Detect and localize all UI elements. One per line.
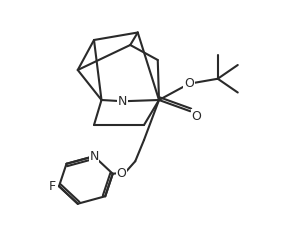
Text: O: O [192, 110, 201, 123]
Text: N: N [89, 150, 99, 163]
Text: O: O [184, 77, 194, 90]
Text: F: F [49, 180, 56, 193]
Text: O: O [117, 167, 126, 180]
Text: N: N [118, 95, 127, 108]
